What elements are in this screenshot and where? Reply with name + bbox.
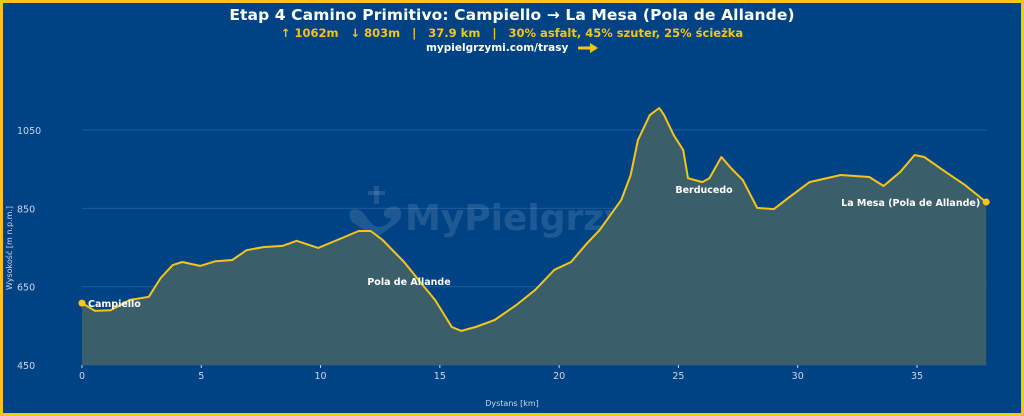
x-tick-label: 25 bbox=[672, 371, 684, 382]
place-label: Campiello bbox=[88, 299, 141, 310]
place-marker bbox=[982, 198, 990, 206]
x-tick-label: 30 bbox=[792, 371, 804, 382]
x-axis-title: Dystans [km] bbox=[485, 399, 539, 408]
chart-title: Etap 4 Camino Primitivo: Campiello → La … bbox=[229, 6, 795, 24]
arrow-right-icon bbox=[578, 43, 599, 53]
y-tick-label: 650 bbox=[17, 283, 35, 294]
x-tick-label: 0 bbox=[79, 371, 85, 382]
y-tick-label: 1050 bbox=[17, 126, 41, 137]
x-axis: 0 5 10 15 20 25 30 35 bbox=[79, 365, 923, 382]
elevation-area bbox=[82, 108, 987, 365]
x-tick-label: 15 bbox=[434, 371, 446, 382]
place-label: Pola de Allande bbox=[367, 277, 450, 288]
x-tick-label: 20 bbox=[553, 371, 565, 382]
pilgrim-heart-logo-icon bbox=[349, 186, 402, 238]
y-tick-label: 850 bbox=[17, 204, 35, 215]
y-axis: 450 650 850 1050 bbox=[17, 126, 41, 372]
x-tick-label: 5 bbox=[198, 371, 204, 382]
y-tick-label: 450 bbox=[17, 361, 35, 372]
place-label: La Mesa (Pola de Allande) bbox=[841, 198, 980, 209]
x-tick-label: 10 bbox=[315, 371, 327, 382]
place-marker bbox=[78, 299, 86, 307]
x-tick-label: 35 bbox=[911, 371, 923, 382]
place-annotations: Campiello Pola de Allande Berducedo La Mesa… bbox=[78, 185, 990, 310]
y-axis-title: Wysokość [m n.p.m.] bbox=[4, 206, 14, 290]
site-link[interactable]: mypielgrzymi.com/trasy bbox=[0, 42, 1024, 54]
place-label: Berducedo bbox=[675, 185, 733, 196]
site-link-text[interactable]: mypielgrzymi.com/trasy bbox=[425, 42, 569, 54]
route-stats: ↑ 1062m ↓ 803m | 37.9 km | 30% asfalt, 4… bbox=[280, 26, 744, 40]
elevation-line bbox=[81, 107, 987, 332]
